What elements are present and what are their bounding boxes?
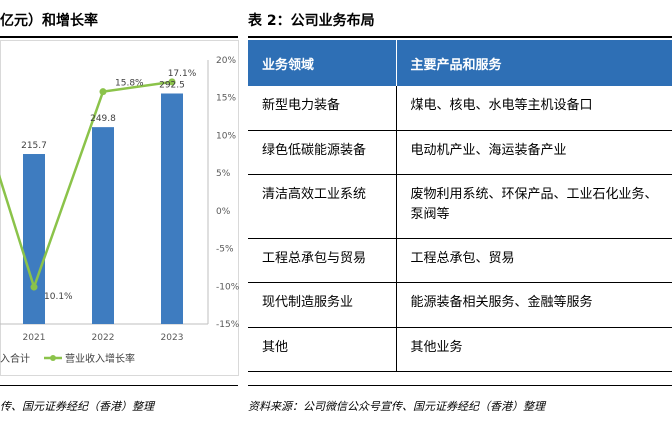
header-products: 主要产品和服务 — [395, 40, 672, 86]
cell-products: 能源装备相关服务、金融等服务 — [395, 282, 672, 328]
bar-label-2022: 249.8 — [90, 114, 116, 124]
bar-2021 — [23, 154, 45, 324]
y2-tick-label: -10% — [216, 282, 240, 292]
growth-label-2022: 15.8% — [115, 79, 144, 89]
cell-field: 绿色低碳能源装备 — [248, 130, 396, 175]
table-row: 现代制造服务业 能源装备相关服务、金融等服务 — [248, 282, 672, 328]
x-tick-label: 2022 — [92, 333, 115, 343]
cell-field: 清洁高效工业系统 — [248, 174, 396, 239]
cell-products: 废物利用系统、环保产品、工业石化业务、泵阀等 — [395, 174, 672, 239]
table-header-row: 业务领域 主要产品和服务 — [248, 40, 672, 86]
y2-tick-label: 0% — [216, 207, 231, 217]
growth-label-2023: 17.1% — [168, 69, 197, 79]
y2-tick-label: -15% — [216, 320, 240, 330]
growth-point-2023 — [168, 78, 176, 86]
cell-field: 新型电力装备 — [248, 86, 396, 131]
cell-products: 煤电、核电、水电等主机设备口 — [395, 86, 672, 131]
table-title-rule — [248, 36, 672, 38]
cell-products: 工程总承包、贸易 — [395, 238, 672, 283]
revenue-chart-svg: 215.7 249.8 292.5 10.1% 15.8% 17.1% 20% 15% 10%… — [0, 40, 240, 376]
growth-line — [0, 80, 173, 291]
business-layout-table: 业务领域 主要产品和服务 新型电力装备 煤电、核电、水电等主机设备口 绿色低碳能… — [248, 40, 672, 372]
table-row: 绿色低碳能源装备 电动机产业、海运装备产业 — [248, 130, 672, 175]
legend-bar-label: 入合计 — [0, 352, 30, 365]
table-title: 表 2：公司业务布局 — [248, 13, 375, 29]
y2-tick-label: 10% — [216, 131, 236, 141]
table-source-note: 资料来源：公司微信公众号宣传、国元证券经纪（香港）整理 — [248, 400, 545, 413]
legend-line-label: 营业收入增长率 — [65, 352, 135, 365]
chart-bottom-rule — [0, 385, 238, 386]
chart-source-note: 传、国元证券经纪（香港）整理 — [0, 400, 154, 413]
table-row: 清洁高效工业系统 废物利用系统、环保产品、工业石化业务、泵阀等 — [248, 174, 672, 239]
bar-2022 — [92, 127, 114, 324]
bar-2023 — [161, 93, 183, 324]
x-tick-label: 2021 — [23, 333, 46, 343]
table-row: 新型电力装备 煤电、核电、水电等主机设备口 — [248, 86, 672, 131]
bar-label-2023: 292.5 — [159, 80, 185, 90]
cell-products: 其他业务 — [395, 327, 672, 372]
table-row: 工程总承包与贸易 工程总承包、贸易 — [248, 238, 672, 283]
chart-frame — [0, 40, 239, 376]
y2-tick-label: -5% — [216, 245, 234, 255]
y2-tick-label: 5% — [216, 169, 231, 179]
cell-products: 电动机产业、海运装备产业 — [395, 130, 672, 175]
table-row: 其他 其他业务 — [248, 327, 672, 372]
x-tick-label: 2023 — [161, 333, 184, 343]
chart-title: 亿元）和增长率 — [0, 13, 98, 29]
cell-field: 工程总承包与贸易 — [248, 238, 396, 283]
cell-field: 现代制造服务业 — [248, 282, 396, 328]
bar-label-2021: 215.7 — [21, 141, 47, 151]
growth-point-2022 — [99, 88, 107, 96]
growth-point-2021 — [30, 283, 38, 291]
revenue-chart: 215.7 249.8 292.5 10.1% 15.8% 17.1% 20% 15% 10%… — [0, 40, 240, 376]
y2-tick-label: 20% — [216, 56, 236, 66]
chart-title-rule — [0, 36, 238, 38]
header-field: 业务领域 — [248, 40, 396, 86]
table-bottom-rule — [248, 385, 672, 386]
growth-label-2021: 10.1% — [44, 292, 73, 302]
legend-line-marker — [50, 355, 56, 361]
cell-field: 其他 — [248, 327, 396, 372]
y2-tick-label: 15% — [216, 94, 236, 104]
